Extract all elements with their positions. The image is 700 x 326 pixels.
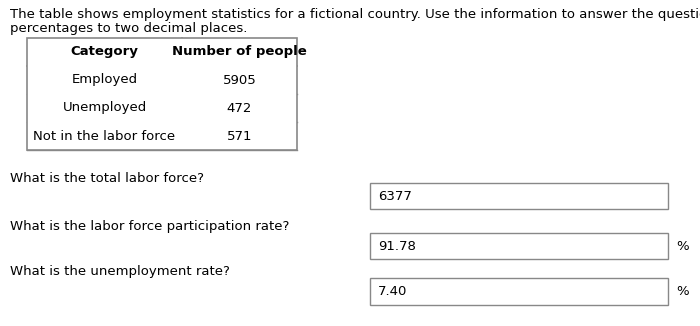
Text: %: % — [676, 240, 689, 253]
Text: 5905: 5905 — [223, 73, 256, 86]
Text: Not in the labor force: Not in the labor force — [34, 129, 176, 142]
Text: 571: 571 — [227, 129, 252, 142]
Text: What is the labor force participation rate?: What is the labor force participation ra… — [10, 220, 289, 233]
Text: What is the total labor force?: What is the total labor force? — [10, 172, 204, 185]
Text: Unemployed: Unemployed — [62, 101, 146, 114]
Text: Number of people: Number of people — [172, 46, 307, 58]
Text: %: % — [676, 285, 689, 298]
Text: 6377: 6377 — [378, 189, 412, 202]
Text: Employed: Employed — [71, 73, 138, 86]
Text: The table shows employment statistics for a fictional country. Use the informati: The table shows employment statistics fo… — [10, 8, 700, 21]
Text: 472: 472 — [227, 101, 252, 114]
Text: Category: Category — [71, 46, 139, 58]
Text: What is the unemployment rate?: What is the unemployment rate? — [10, 265, 230, 278]
Text: 91.78: 91.78 — [378, 240, 416, 253]
Text: percentages to two decimal places.: percentages to two decimal places. — [10, 22, 247, 35]
Text: 7.40: 7.40 — [378, 285, 407, 298]
